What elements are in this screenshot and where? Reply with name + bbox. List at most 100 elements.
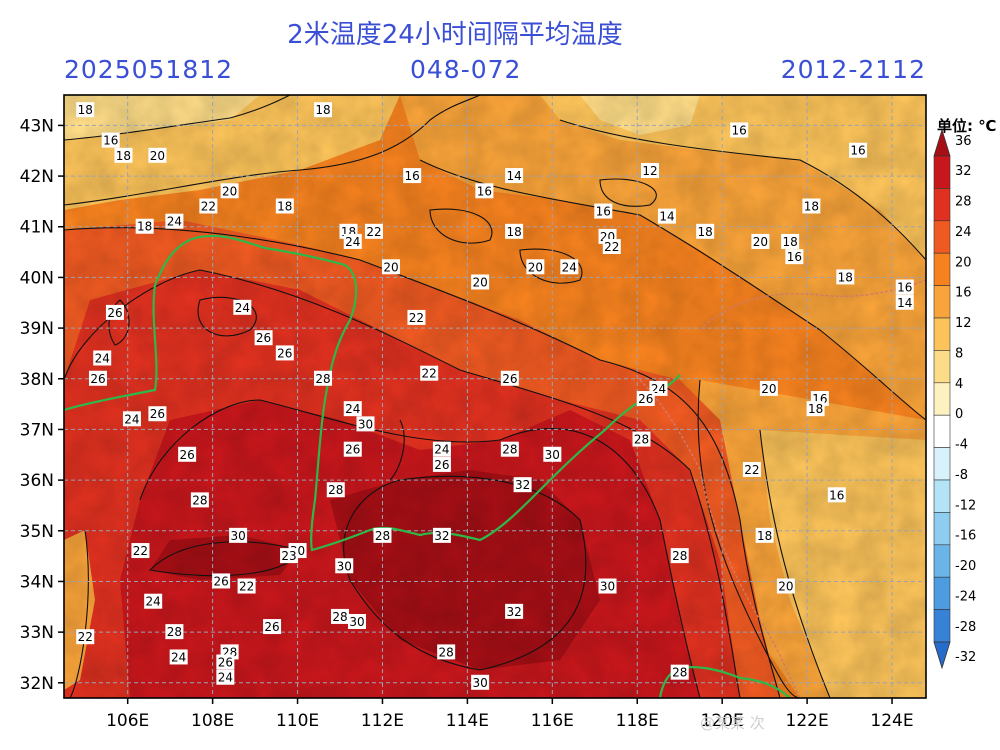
contour-label-text: 26 [277,346,292,360]
contour-label: 28 [670,548,689,564]
contour-label: 32 [513,477,532,493]
contour-label-text: 22 [239,580,254,594]
contour-label: 14 [505,168,524,184]
contour-label-bg [122,411,141,427]
colorbar-swatch [933,155,951,189]
temperature-field [64,95,926,698]
contour-label-text: 24 [345,235,360,249]
contour-label: 30 [347,613,366,629]
contour-label: 26 [216,654,235,670]
contour-label-bg [560,259,579,275]
contour-label-text: 22 [744,463,759,477]
contour-label-bg [216,669,235,685]
contour-label: 32 [505,603,524,619]
colorbar-level-label: 36 [955,134,972,149]
contour-label: 28 [373,527,392,543]
contour-label: 30 [229,527,248,543]
init-time-label: 2025051812 [64,55,234,84]
contour-label: 24 [165,213,184,229]
colorbar-level-label: -32 [955,650,976,665]
contour-label-text: 20 [222,184,237,198]
lat-tick-label: 40N [20,268,54,288]
contour-label-text: 16 [405,169,420,183]
contour-label-bg [335,558,354,574]
colorbar-unit-label: 单位: ℃ [937,117,997,135]
contour-label-bg [314,370,333,386]
contour-label-text: 32 [506,605,521,619]
contour-label: 26 [178,446,197,462]
contour-label: 16 [475,183,494,199]
contour-label: 24 [560,259,579,275]
contour-label-bg [776,578,795,594]
contour-label-text: 22 [201,199,216,213]
contour-label: 18 [314,102,333,118]
contour-label-text: 24 [562,260,577,274]
contour-label: 18 [114,147,133,163]
contour-label-bg [105,304,124,320]
contour-label: 28 [500,441,519,457]
contour-label-text: 28 [375,529,390,543]
contour-label: 30 [598,578,617,594]
contour-label-bg [598,578,617,594]
contour-label-text: 32 [515,478,530,492]
contour-label-bg [730,122,749,138]
contour-label-text: 16 [477,184,492,198]
contour-label: 24 [343,233,362,249]
contour-label-bg [632,431,651,447]
contour-label-bg [220,183,239,199]
contour-label-text: 18 [116,149,131,163]
contour-label-text: 22 [366,225,381,239]
lat-lon-grid [64,95,926,698]
contour-label-text: 26 [345,443,360,457]
contour-label-text: 18 [838,270,853,284]
contour-label: 26 [275,345,294,361]
contour-label-text: 32 [434,529,449,543]
contour-label-bg [165,213,184,229]
contour-label: 28 [437,644,456,660]
contour-label-bg [657,208,676,224]
contour-label: 16 [785,249,804,264]
lon-tick-label: 110E [276,711,319,731]
lat-tick-label: 33N [20,623,54,643]
contour-label: 20 [220,183,239,199]
contour-label-bg [696,223,715,239]
contour-label: 26 [148,406,167,422]
contour-label-text: 28 [502,443,517,457]
colorbar-swatch [933,285,951,319]
colorbar-swatch [933,350,951,384]
lon-tick-label: 122E [786,711,829,731]
lon-tick-label: 106E [106,711,149,731]
contour-label: 16 [895,279,914,295]
contour-label-bg [759,380,778,396]
contour-label-bg [331,608,350,624]
contour-label-text: 20 [150,149,165,163]
colorbar-level-label: 28 [955,195,972,210]
contour-label-text: 28 [332,610,347,624]
contour-label-bg [178,446,197,462]
contour-label-bg [500,370,519,386]
contour-label-bg [670,548,689,564]
contour-label-bg [505,223,524,239]
contour-label-bg [343,441,362,457]
colorbar-swatch [933,382,951,416]
contour-label-text: 26 [218,656,233,670]
contour-label-bg [275,345,294,361]
lat-tick-label: 41N [20,218,54,238]
contour-label: 20 [776,578,795,594]
contour-label: 28 [670,664,689,680]
lon-tick-label: 118E [616,711,659,731]
contour-label-text: 16 [787,250,802,264]
contour-label-bg [594,203,613,219]
contour-label-bg [836,269,855,285]
contour-label: 24 [169,649,188,665]
contour-label-text: 20 [778,580,793,594]
contour-label: 18 [275,198,294,214]
contour-label: 14 [895,294,914,310]
contour-label-bg [802,198,821,214]
contour-label-text: 18 [137,220,152,234]
contour-label: 16 [849,142,868,158]
contour-label: 18 [505,223,524,239]
colorbar-level-label: 24 [955,225,972,240]
contour-label-text: 20 [383,260,398,274]
contour-label-text: 18 [698,225,713,239]
